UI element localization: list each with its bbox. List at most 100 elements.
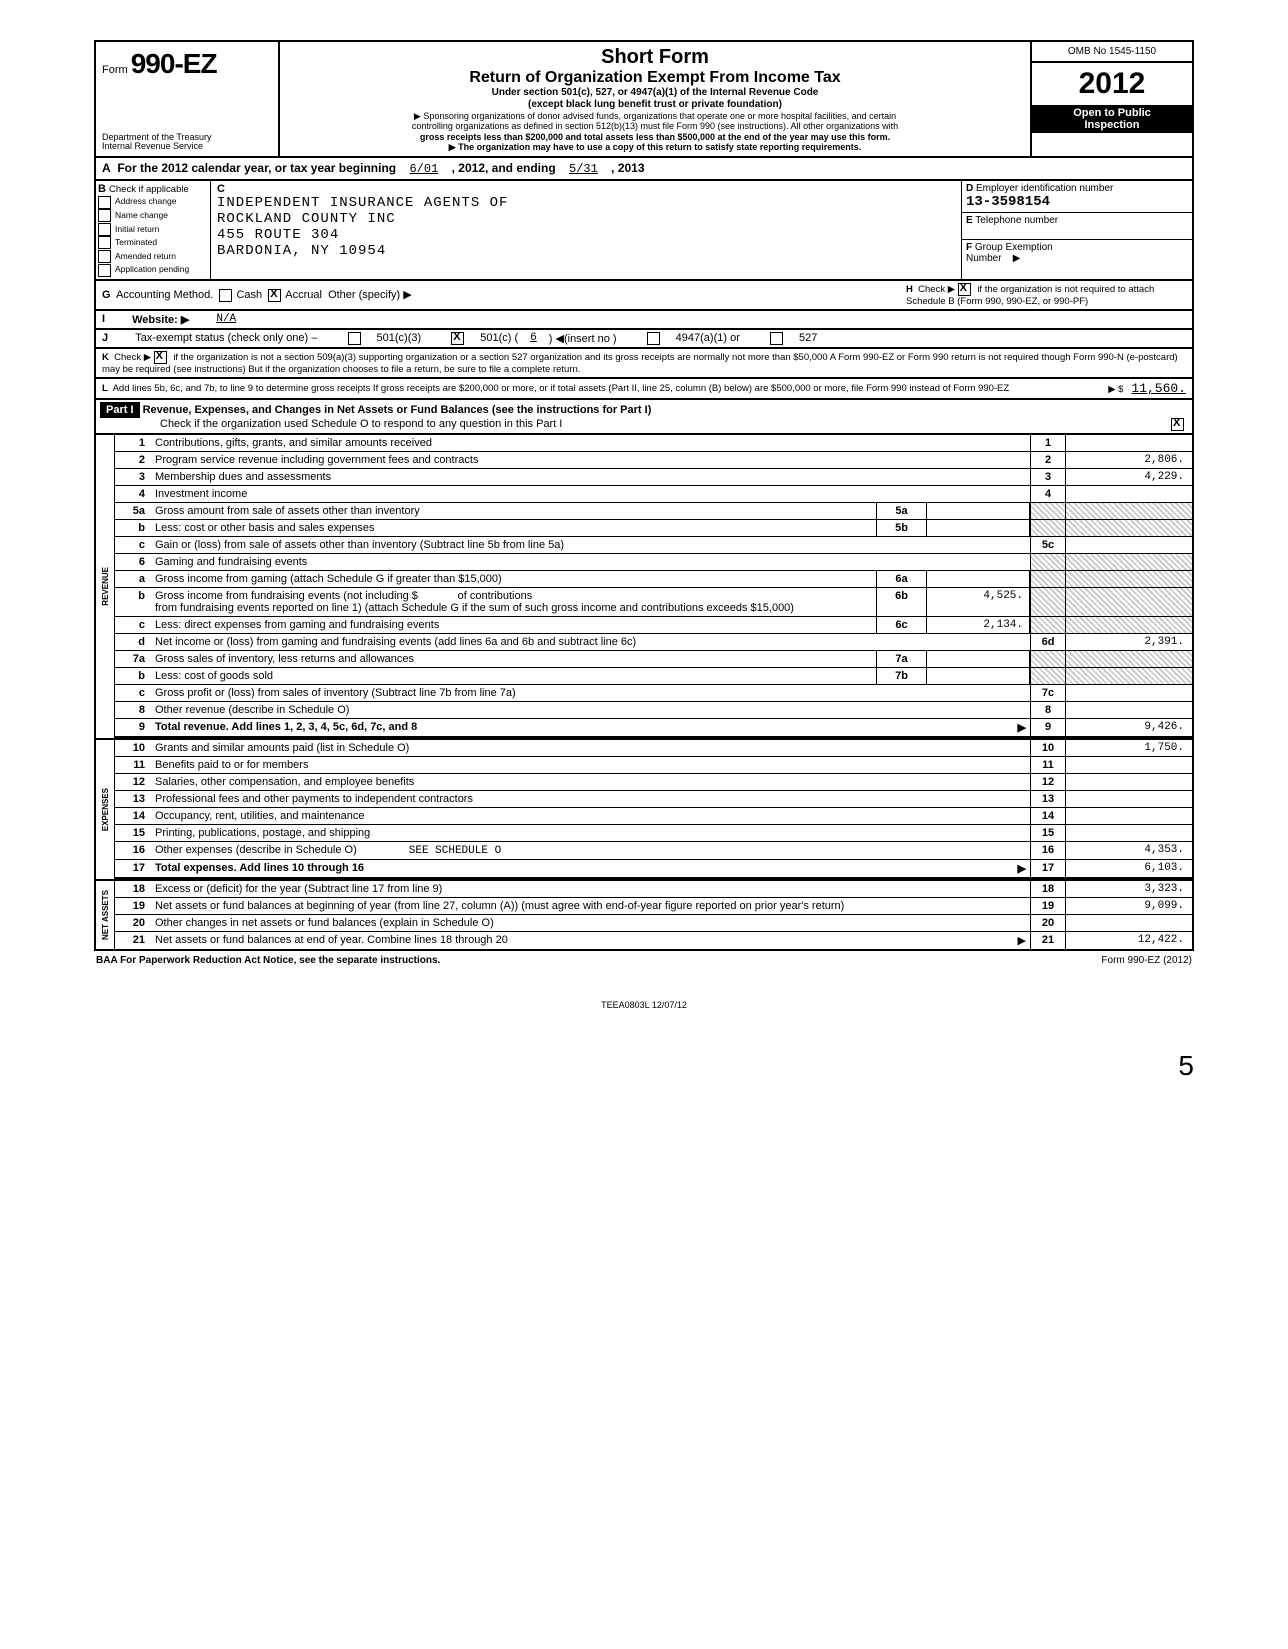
d5c: Gain or (loss) from sale of assets other… (151, 537, 1030, 553)
part1-title: Revenue, Expenses, and Changes in Net As… (143, 404, 652, 416)
v2: 2,806. (1066, 452, 1192, 468)
label-i: I (102, 313, 105, 325)
label-e: E (966, 215, 973, 226)
row-k: K Check ▶ if the organization is not a s… (94, 349, 1194, 379)
row-g-h: G Accounting Method. Cash Accrual Other … (94, 281, 1194, 311)
shv6a (1066, 571, 1192, 587)
sh6b (1030, 588, 1066, 616)
opt-501c: 501(c) ( (480, 332, 518, 344)
n2: 2 (115, 452, 151, 468)
netassets-block: NET ASSETS 18Excess or (deficit) for the… (94, 881, 1194, 951)
vlabel-net: NET ASSETS (101, 890, 110, 940)
chk-501c3[interactable] (348, 332, 361, 345)
footer-left: BAA For Paperwork Reduction Act Notice, … (96, 955, 440, 966)
d6b: Gross income from fundraising events (no… (151, 588, 876, 616)
chk-terminated[interactable] (98, 236, 111, 249)
l-arrow: ▶ $ (1108, 384, 1123, 395)
open2: Inspection (1084, 119, 1139, 131)
n20: 20 (115, 915, 151, 931)
chk-address[interactable] (98, 196, 111, 209)
vlabel-exp: EXPENSES (101, 788, 110, 831)
box-f: F Group Exemption Number ▶ (962, 240, 1192, 266)
d6c: Less: direct expenses from gaming and fu… (151, 617, 876, 633)
d9: Total revenue. Add lines 1, 2, 3, 4, 5c,… (155, 721, 417, 733)
chk-schedule-o[interactable] (1171, 418, 1184, 431)
open1: Open to Public (1073, 107, 1151, 119)
shv6c (1066, 617, 1192, 633)
part1-label: Part I (100, 402, 140, 418)
v1 (1066, 435, 1192, 451)
d5a: Gross amount from sale of assets other t… (151, 503, 876, 519)
chk-527[interactable] (770, 332, 783, 345)
revenue-lines: 1Contributions, gifts, grants, and simil… (115, 435, 1192, 738)
header-right: OMB No 1545-1150 2012 Open to Public Ins… (1032, 42, 1192, 156)
d13: Professional fees and other payments to … (151, 791, 1030, 807)
d14: Occupancy, rent, utilities, and maintena… (151, 808, 1030, 824)
d1: Contributions, gifts, grants, and simila… (151, 435, 1030, 451)
opt-4947: 4947(a)(1) or (676, 332, 740, 344)
box-d: D Employer identification number 13-3598… (962, 181, 1192, 213)
n13: 13 (115, 791, 151, 807)
n4: 4 (115, 486, 151, 502)
label-l: L (102, 383, 108, 394)
d18: Excess or (deficit) for the year (Subtra… (151, 881, 1030, 897)
line-a-tail: , 2013 (611, 161, 644, 175)
v18: 3,323. (1066, 881, 1192, 897)
org-addr-2: BARDONIA, NY 10954 (217, 243, 955, 259)
l-text: Add lines 5b, 6c, and 7b, to line 9 to d… (113, 383, 1010, 394)
r6d: 6d (1030, 634, 1066, 650)
chk-cash[interactable] (219, 289, 232, 302)
chk-accrual[interactable] (268, 289, 281, 302)
r17: 17 (1030, 860, 1066, 877)
sh5a (1030, 503, 1066, 519)
chk-k[interactable] (154, 351, 167, 364)
d2: Program service revenue including govern… (151, 452, 1030, 468)
sh7b (1030, 668, 1066, 684)
chk-initial[interactable] (98, 223, 111, 236)
chk-h[interactable] (958, 283, 971, 296)
net-lines: 18Excess or (deficit) for the year (Subt… (115, 881, 1192, 949)
omb-number: OMB No 1545-1150 (1032, 42, 1192, 63)
part1-checkline: Check if the organization used Schedule … (160, 418, 562, 431)
lbl-amended: Amended return (115, 251, 176, 261)
d11: Benefits paid to or for members (151, 757, 1030, 773)
fine1: ▶ Sponsoring organizations of donor advi… (288, 111, 1022, 121)
chk-name[interactable] (98, 209, 111, 222)
n7b: b (115, 668, 151, 684)
side-revenue: REVENUE (96, 435, 115, 738)
n6d: d (115, 634, 151, 650)
text-d: Employer identification number (976, 183, 1113, 194)
chk-amended[interactable] (98, 250, 111, 263)
org-name-1: INDEPENDENT INSURANCE AGENTS OF (217, 195, 955, 211)
r11: 11 (1030, 757, 1066, 773)
n6: 6 (115, 554, 151, 570)
v8 (1066, 702, 1192, 718)
k-body: if the organization is not a section 509… (102, 352, 1178, 375)
sh7a (1030, 651, 1066, 667)
d6b-2: of contributions (458, 590, 533, 602)
footer-right: Form 990-EZ (2012) (1101, 955, 1192, 966)
label-j: J (102, 332, 108, 344)
sh6c (1030, 617, 1066, 633)
n7a: 7a (115, 651, 151, 667)
v13 (1066, 791, 1192, 807)
shv7a (1066, 651, 1192, 667)
a9: ▶ (1018, 721, 1026, 734)
h-text: Check ▶ (918, 284, 955, 295)
chk-4947[interactable] (647, 332, 660, 345)
lbl-cash: Cash (236, 289, 262, 301)
title-return: Return of Organization Exempt From Incom… (288, 69, 1022, 87)
shv5b (1066, 520, 1192, 536)
mv5a (927, 503, 1030, 519)
n18: 18 (115, 881, 151, 897)
sh5b (1030, 520, 1066, 536)
chk-pending[interactable] (98, 264, 111, 277)
r1: 1 (1030, 435, 1066, 451)
shv6b (1066, 588, 1192, 616)
d16: Other expenses (describe in Schedule O) (155, 844, 357, 856)
vlabel-rev: REVENUE (101, 567, 110, 606)
r16: 16 (1030, 842, 1066, 859)
chk-501c[interactable] (451, 332, 464, 345)
check-list: Address change Name change Initial retur… (98, 195, 208, 277)
v6d: 2,391. (1066, 634, 1192, 650)
